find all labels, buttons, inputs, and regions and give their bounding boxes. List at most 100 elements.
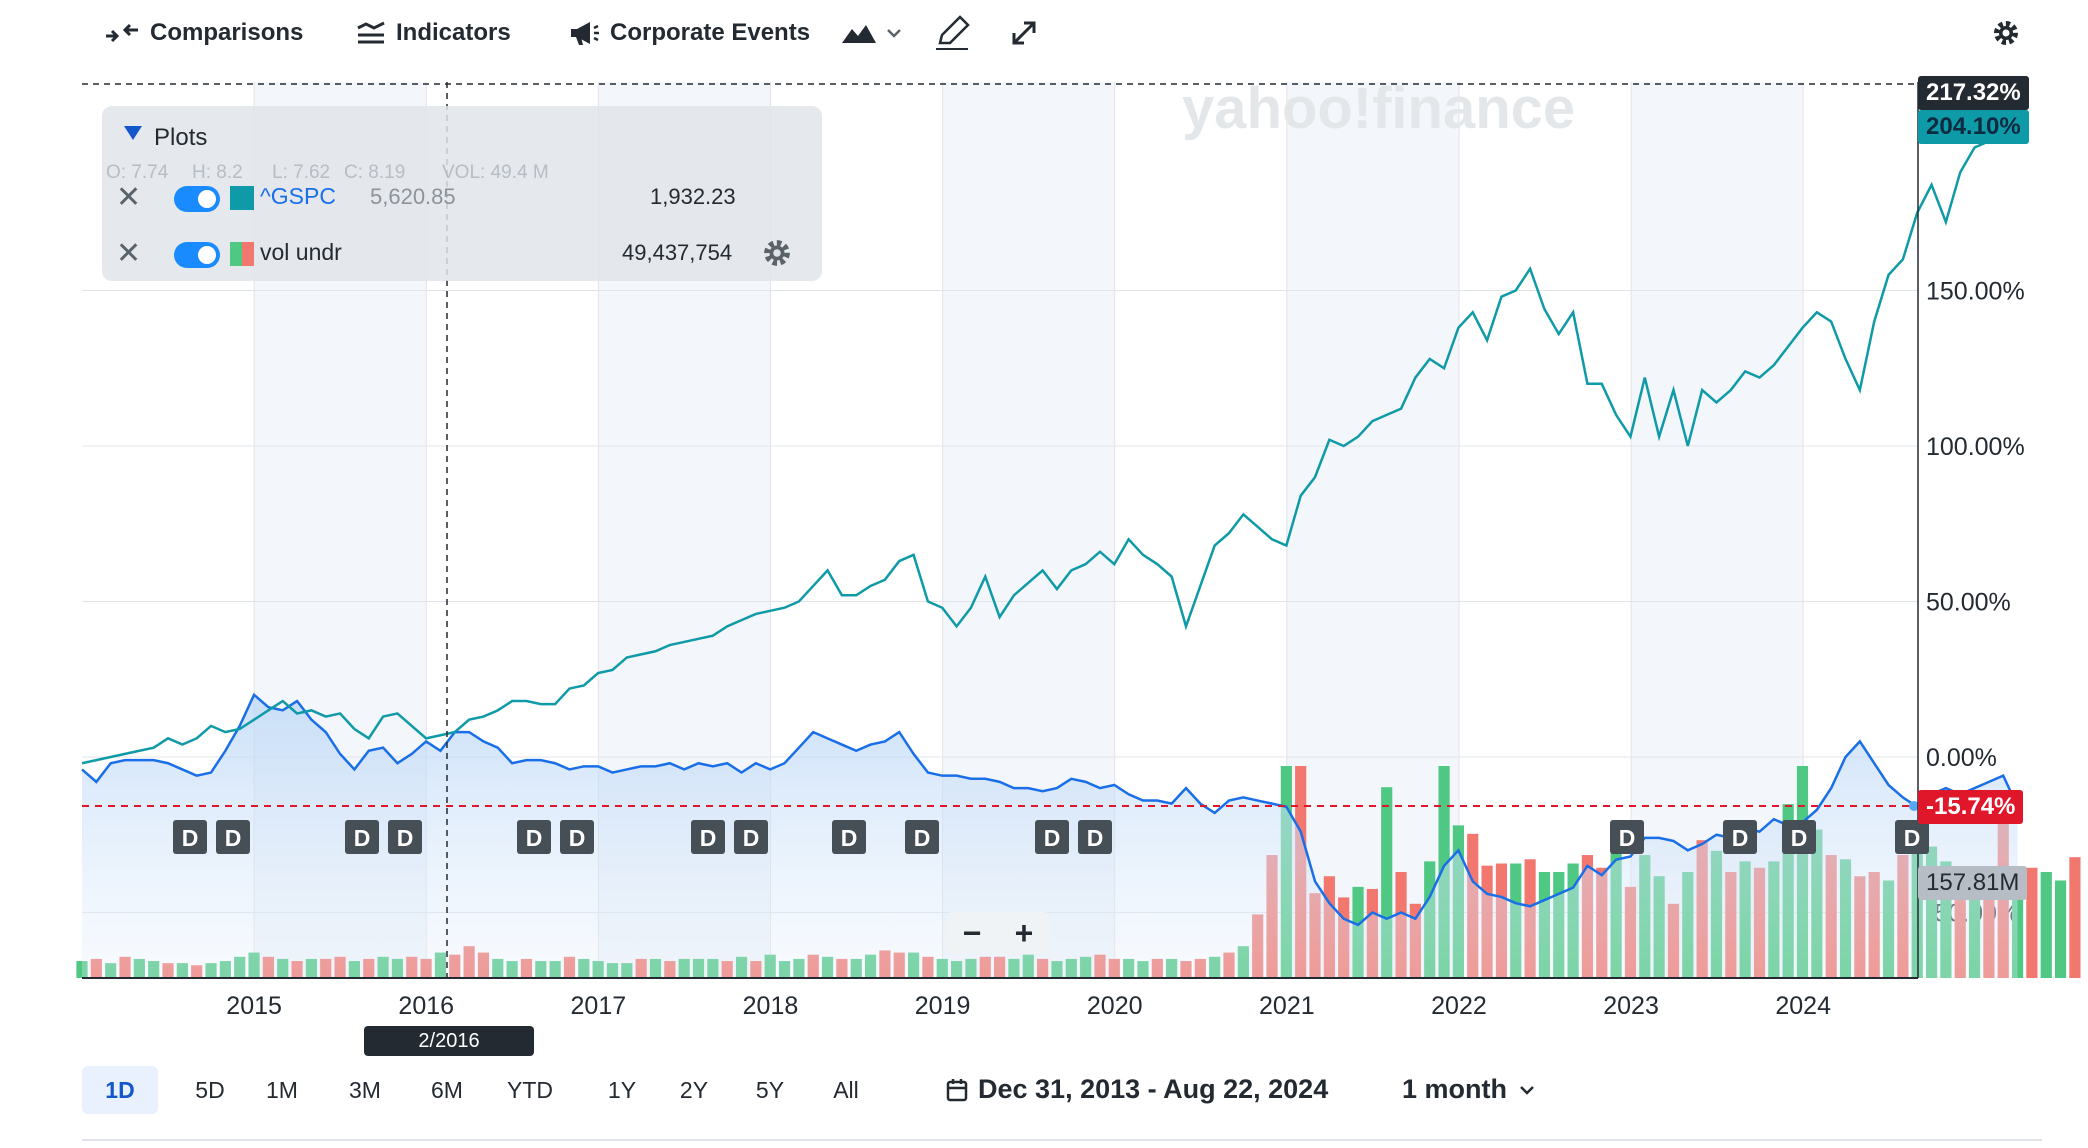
dividend-event-marker[interactable] xyxy=(832,820,866,854)
range-button-5y[interactable]: 5Y xyxy=(755,1077,785,1103)
volume-bar xyxy=(2026,867,2038,978)
indicators-button[interactable]: Indicators xyxy=(356,14,511,52)
gspc-last-value-badge: 204.10% xyxy=(1918,110,2029,144)
dividend-event-marker[interactable] xyxy=(1723,820,1757,854)
plot-visibility-toggle[interactable] xyxy=(174,186,220,212)
plot-visibility-toggle[interactable] xyxy=(174,242,220,268)
dividend-event-label: D xyxy=(397,825,414,851)
indicators-label: Indicators xyxy=(396,19,511,46)
dividend-event-marker[interactable] xyxy=(173,820,207,854)
x-tick-label: 2024 xyxy=(1775,992,1831,1020)
corporate-events-button[interactable]: Corporate Events xyxy=(568,14,810,52)
dividend-event-marker[interactable] xyxy=(691,820,725,854)
chevron-down-icon xyxy=(887,29,901,38)
ohlc-open: O: 7.74 xyxy=(106,162,169,183)
dividend-event-label: D xyxy=(1044,825,1061,851)
yahoo-finance-watermark: yahoo!finance xyxy=(1182,76,1575,141)
last-value-dot xyxy=(1909,800,1919,811)
remove-plot-close-icon[interactable]: ✕ xyxy=(116,181,142,214)
plot-symbol[interactable]: ^GSPC xyxy=(260,183,336,209)
ohlc-low: L: 7.62 xyxy=(272,162,331,183)
x-tick-label: 2023 xyxy=(1603,992,1659,1020)
range-button-6m[interactable]: 6M xyxy=(431,1077,463,1103)
gear-icon xyxy=(764,240,790,266)
range-button-all[interactable]: All xyxy=(833,1077,859,1103)
volume-bar xyxy=(2040,872,2052,978)
volume-bar xyxy=(2069,857,2081,978)
plot-settings-button[interactable] xyxy=(762,238,792,273)
dividend-event-marker[interactable] xyxy=(1035,820,1069,854)
range-button-1m[interactable]: 1M xyxy=(266,1077,298,1103)
range-button-3m[interactable]: 3M xyxy=(349,1077,381,1103)
crosshair-date-label: 2/2016 xyxy=(364,1026,534,1056)
range-button-1y[interactable]: 1Y xyxy=(607,1077,637,1103)
range-button-ytd[interactable]: YTD xyxy=(507,1077,553,1103)
vol-undr-line[interactable] xyxy=(81,692,2019,927)
dividend-event-marker[interactable] xyxy=(1782,820,1816,854)
plot-row-volume: ✕ vol undr 49,437,754 xyxy=(102,234,822,274)
interval-select[interactable]: 1 month xyxy=(1402,1074,1535,1105)
dividend-event-marker[interactable] xyxy=(216,820,250,854)
megaphone-icon xyxy=(571,22,599,45)
dividend-event-marker[interactable] xyxy=(1895,820,1929,854)
y-tick-label: 0.00% xyxy=(1926,744,1997,772)
dividend-event-label: D xyxy=(700,825,717,851)
dividend-event-label: D xyxy=(354,825,371,851)
series-color-swatch[interactable] xyxy=(230,186,254,210)
zoom-in-button[interactable]: + xyxy=(1014,915,1034,951)
dividend-event-label: D xyxy=(914,825,931,851)
dividend-event-marker[interactable] xyxy=(1610,820,1644,854)
remove-plot-close-icon[interactable]: ✕ xyxy=(116,237,142,270)
dividend-event-label: D xyxy=(1791,825,1808,851)
comparisons-button[interactable]: Comparisons xyxy=(104,14,303,52)
gspc-line[interactable] xyxy=(81,121,2005,765)
dividend-event-label: D xyxy=(569,825,586,851)
x-tick-label: 2019 xyxy=(915,992,971,1020)
plot-symbol: vol undr xyxy=(260,239,342,265)
dividend-event-label: D xyxy=(743,825,760,851)
volume-bar xyxy=(2054,880,2067,978)
dividend-event-label: D xyxy=(1619,825,1636,851)
range-button-1d[interactable]: 1D xyxy=(82,1066,158,1114)
draw-button[interactable] xyxy=(934,14,970,52)
expand-icon xyxy=(1012,21,1036,45)
gear-icon xyxy=(1994,21,2018,45)
x-tick-label: 2017 xyxy=(571,992,627,1020)
plot-value-b: 49,437,754 xyxy=(622,240,733,265)
dividend-event-marker[interactable] xyxy=(1078,820,1112,854)
y-tick-label: 50.00% xyxy=(1926,589,2011,617)
dividend-event-label: D xyxy=(1732,825,1749,851)
dividend-event-marker[interactable] xyxy=(388,820,422,854)
collapse-caret-icon[interactable] xyxy=(124,126,142,140)
dividend-event-label: D xyxy=(225,825,242,851)
year-band xyxy=(1286,82,1459,978)
dividend-event-marker[interactable] xyxy=(905,820,939,854)
x-tick-label: 2015 xyxy=(226,992,282,1020)
x-tick-label: 2021 xyxy=(1259,992,1315,1020)
plot-value-b: 1,932.23 xyxy=(650,184,736,209)
x-tick-label: 2016 xyxy=(398,992,454,1020)
chart-toolbar: Comparisons Indicators Corporate Events xyxy=(0,0,2088,66)
dividend-event-marker[interactable] xyxy=(517,820,551,854)
ohlc-high: H: 8.2 xyxy=(192,162,243,183)
range-button-2y[interactable]: 2Y xyxy=(679,1077,709,1103)
fullscreen-button[interactable] xyxy=(1010,14,1038,52)
volume-bar xyxy=(1381,787,1393,978)
comparisons-label: Comparisons xyxy=(150,19,304,46)
corporate-events-label: Corporate Events xyxy=(610,19,811,46)
dividend-event-marker[interactable] xyxy=(345,820,379,854)
divider xyxy=(82,1139,2042,1141)
settings-button[interactable] xyxy=(1992,14,2020,52)
date-range-label: Dec 31, 2013 - Aug 22, 2024 xyxy=(978,1074,1329,1104)
chart-type-button[interactable] xyxy=(840,14,902,52)
dividend-event-marker[interactable] xyxy=(734,820,768,854)
plot-value-a: 5,620.85 xyxy=(370,184,456,209)
date-range-button[interactable]: Dec 31, 2013 - Aug 22, 2024 xyxy=(946,1074,1328,1105)
dividend-event-marker[interactable] xyxy=(560,820,594,854)
ohlc-close: C: 8.19 xyxy=(344,162,406,183)
range-button-5d[interactable]: 5D xyxy=(195,1077,225,1103)
series-color-swatch[interactable] xyxy=(230,242,254,266)
zoom-out-button[interactable]: − xyxy=(962,915,982,951)
dividend-event-label: D xyxy=(1087,825,1104,851)
x-tick-label: 2022 xyxy=(1431,992,1487,1020)
